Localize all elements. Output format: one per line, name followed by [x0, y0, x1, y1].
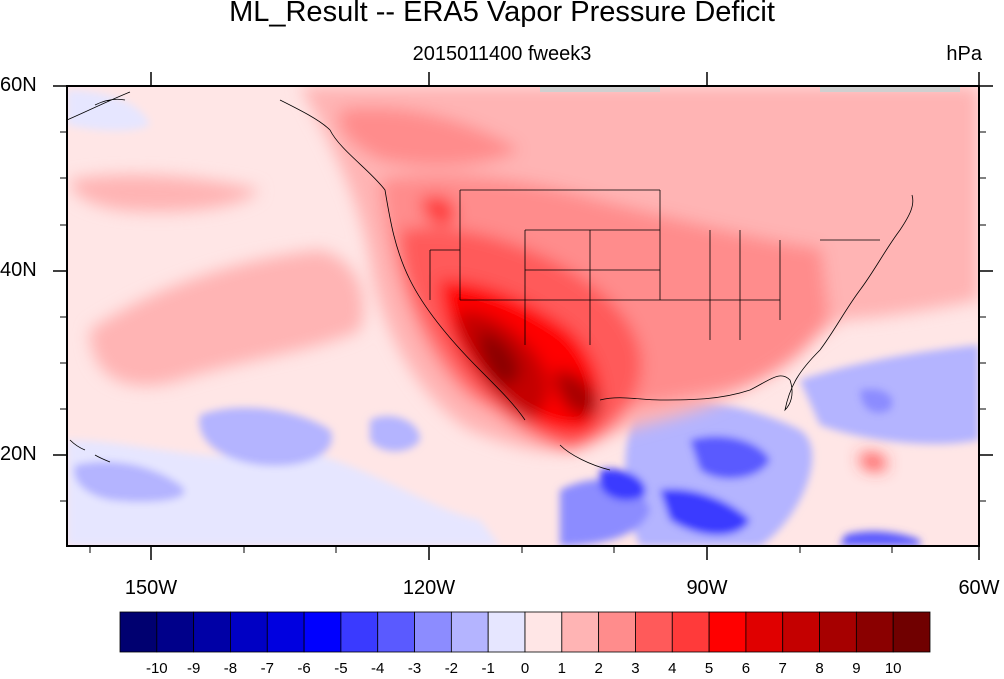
colorbar-swatch: [671, 611, 710, 653]
map-subtitle: 2015011400 fweek3: [412, 43, 592, 65]
colorbar-swatch: [230, 611, 268, 653]
colorbar-tick-label: -2: [444, 660, 459, 677]
colorbar-swatch: [635, 611, 673, 653]
colorbar-swatch: [745, 611, 784, 653]
map-frame: [53, 72, 993, 560]
colorbar-swatch: [524, 611, 563, 653]
colorbar-tick-label: 7: [778, 660, 787, 677]
colorbar-swatch: [193, 611, 231, 653]
lon-label-120w: 120W: [402, 577, 456, 599]
colorbar-swatch: [450, 611, 489, 653]
colorbar-tick-label: -3: [407, 660, 422, 677]
coastline-overlay: [67, 91, 914, 471]
lon-label-150w: 150W: [124, 577, 178, 599]
colorbar-swatch: [266, 611, 305, 653]
colorbar-tick-label: -9: [186, 660, 201, 677]
colorbar-swatch: [708, 611, 747, 653]
units-label: hPa: [946, 43, 982, 65]
colorbar-tick-label: -4: [371, 660, 385, 677]
colorbar-tick-label: 0: [520, 660, 530, 677]
colorbar-swatch: [598, 611, 636, 653]
colorbar-swatch: [303, 611, 342, 653]
lat-label-20n: 20N: [0, 443, 37, 465]
colorbar-swatch: [487, 611, 526, 653]
colorbar-tick-label: -7: [260, 660, 274, 677]
lon-label-60w: 60W: [958, 577, 1000, 599]
colorbar-tick-label: 6: [741, 660, 751, 677]
colorbar-tick-label: -1: [481, 660, 495, 677]
colorbar-tick-label: -6: [297, 660, 311, 677]
colorbar-swatch: [561, 611, 600, 653]
colorbar-tick-label: 2: [594, 660, 603, 677]
lon-label-90w: 90W: [686, 577, 728, 599]
colorbar-tick-label: -10: [145, 660, 168, 677]
colorbar-tick-label: 9: [852, 660, 861, 677]
map-title: ML_Result -- ERA5 Vapor Pressure Deficit: [229, 0, 775, 28]
colorbar-tick-label: 8: [815, 660, 824, 677]
colorbar-swatch: [819, 611, 857, 653]
colorbar-tick-label: 5: [704, 660, 714, 677]
colorbar-swatch: [377, 611, 415, 653]
colorbar-swatch: [855, 611, 894, 653]
colorbar-tick-label: -8: [223, 660, 238, 677]
colorbar-tick-label: 1: [557, 660, 566, 677]
colorbar-swatch: [782, 611, 820, 653]
colorbar-swatch: [340, 611, 379, 653]
colorbar-tick-label: 4: [668, 660, 677, 677]
lat-label-60n: 60N: [0, 74, 37, 96]
colorbar-tick-label: -5: [334, 660, 348, 677]
colorbar: [119, 611, 931, 653]
colorbar-swatch: [119, 611, 158, 653]
colorbar-swatch: [156, 611, 195, 653]
negative-anomaly-regions: [67, 90, 979, 546]
colorbar-tick-label: 3: [631, 660, 640, 677]
colorbar-swatch: [414, 611, 452, 653]
colorbar-tick-label: 10: [884, 660, 902, 677]
lat-label-40n: 40N: [0, 259, 37, 281]
colorbar-swatch: [892, 611, 931, 653]
